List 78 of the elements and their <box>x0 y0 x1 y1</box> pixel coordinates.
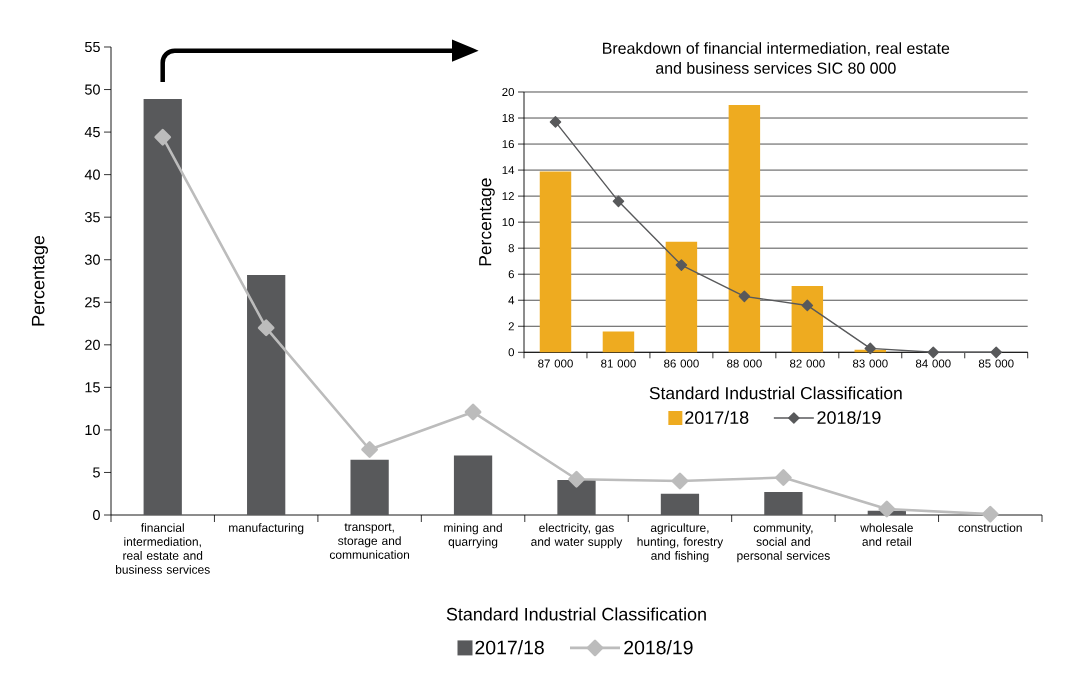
point <box>927 346 940 359</box>
y-tick-label: 2 <box>508 322 514 331</box>
y-tick-label: 15 <box>85 382 100 393</box>
x-tick-label: 83 000 <box>852 359 888 368</box>
point <box>738 290 751 303</box>
point <box>154 128 172 146</box>
point <box>990 346 1003 359</box>
y-axis-title: Percentage <box>479 178 495 266</box>
y-tick-label: 35 <box>84 212 100 223</box>
y-tick-label: 5 <box>93 467 100 478</box>
y-tick-label: 4 <box>508 296 515 305</box>
legend-label: 2018/19 <box>817 410 881 424</box>
x-tick-label: wholesale and retail <box>860 523 913 546</box>
point <box>464 403 482 421</box>
y-tick-label: 30 <box>84 254 100 265</box>
y-tick-label: 10 <box>502 218 515 227</box>
y-tick-label: 18 <box>502 113 514 123</box>
point <box>981 505 999 523</box>
bar <box>764 492 803 515</box>
x-tick-label: 87 000 <box>538 359 573 368</box>
point <box>612 195 625 208</box>
x-tick-label: construction <box>958 523 1022 532</box>
x-tick-label: 84 000 <box>915 359 951 368</box>
point <box>257 319 275 337</box>
y-tick-label: 8 <box>508 244 514 253</box>
bar <box>665 241 698 353</box>
bar <box>602 331 635 353</box>
y-tick-label: 25 <box>85 297 100 308</box>
y-tick-label: 6 <box>508 270 514 279</box>
x-tick-label: 82 000 <box>790 359 825 368</box>
point <box>671 472 689 490</box>
y-tick-label: 20 <box>85 339 100 350</box>
point <box>549 116 562 128</box>
x-tick-label: electricity, gas and water supply <box>531 523 623 549</box>
point <box>775 469 792 486</box>
x-tick-label: manufacturing <box>229 523 304 535</box>
y-axis-title: Percentage <box>31 235 48 326</box>
legend-label: 2017/18 <box>685 410 749 424</box>
y-tick-label: 12 <box>502 192 514 201</box>
x-tick-label: 81 000 <box>601 359 636 368</box>
bar <box>557 480 596 515</box>
bar <box>660 493 700 515</box>
legend-label: 2017/18 <box>475 640 544 655</box>
y-tick-label: 20 <box>502 87 515 97</box>
bar <box>350 459 389 515</box>
x-axis-title: Standard Industrial Classification <box>649 386 902 400</box>
x-tick-label: agriculture, hunting, forestry and fishing <box>637 523 724 563</box>
point <box>801 299 814 312</box>
bar <box>728 105 761 353</box>
bar <box>453 455 493 515</box>
legend-label: 2018/19 <box>624 640 693 655</box>
y-tick-label: 45 <box>84 127 100 138</box>
y-tick-label: 10 <box>85 424 100 436</box>
point <box>568 470 585 488</box>
point <box>675 259 688 271</box>
point <box>878 500 896 518</box>
point <box>361 441 378 458</box>
y-tick-label: 16 <box>502 140 514 149</box>
point <box>864 342 877 355</box>
y-tick-label: 55 <box>84 41 100 53</box>
y-tick-label: 0 <box>93 509 100 521</box>
bar <box>247 275 286 515</box>
y-tick-label: 50 <box>84 84 100 95</box>
y-tick-label: 40 <box>84 169 100 180</box>
x-tick-label: community, social and personal services <box>737 523 830 563</box>
y-tick-label: 14 <box>502 166 515 175</box>
x-tick-label: mining and quarrying <box>444 523 502 549</box>
bar <box>143 98 182 515</box>
bar <box>791 285 824 353</box>
x-tick-label: transport, storage and communication <box>329 523 410 559</box>
x-tick-label: 86 000 <box>664 359 699 368</box>
x-axis-title: Standard Industrial Classification <box>446 607 706 621</box>
x-tick-label: 85 000 <box>978 359 1014 368</box>
x-tick-label: 88 000 <box>727 359 762 368</box>
y-tick-label: 0 <box>508 348 515 357</box>
x-tick-label: financial intermediation, real estate and business services <box>115 523 210 574</box>
bar <box>539 171 572 353</box>
chart-title: Breakdown of financial intermediation, real estate and business services SIC 80 000 <box>603 42 950 74</box>
